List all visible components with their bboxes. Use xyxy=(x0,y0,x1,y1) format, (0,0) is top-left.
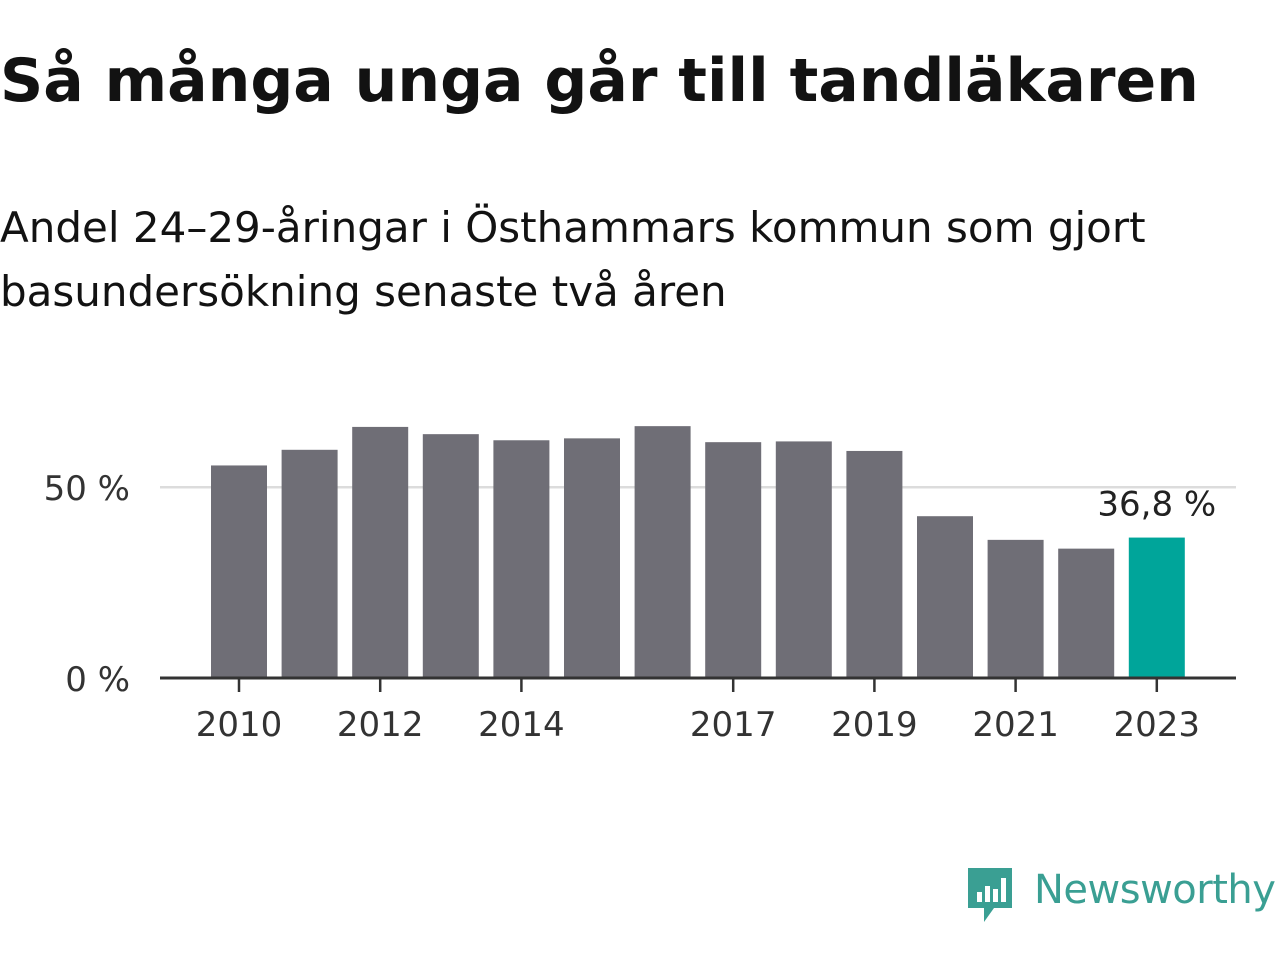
bar-2020 xyxy=(917,516,973,678)
bar-2019 xyxy=(846,450,903,678)
bar-2017 xyxy=(705,442,762,678)
bar-2023 xyxy=(1128,537,1185,678)
x-tick-label: 2010 xyxy=(196,705,283,745)
x-tick-label: 2021 xyxy=(972,705,1059,745)
chart-subtitle: Andel 24–29-åringar i Östhammars kommun … xyxy=(0,203,1146,316)
bar-2015 xyxy=(564,438,620,678)
x-tick-label: 2023 xyxy=(1114,705,1201,745)
x-tick-label: 2017 xyxy=(690,705,777,745)
data-label: 36,8 % xyxy=(1097,485,1216,525)
bar-2012 xyxy=(352,426,409,678)
bar-2021 xyxy=(987,539,1044,678)
chart-title: Så många unga går till tandläkaren xyxy=(0,46,1199,116)
x-tick-label: 2014 xyxy=(478,705,565,745)
x-tick-label: 2019 xyxy=(831,705,918,745)
newsworthy-logo: Newsworthy xyxy=(964,862,1280,932)
x-tick-label: 2012 xyxy=(337,705,424,745)
bar-2016 xyxy=(634,426,691,678)
y-tick-label: 0 % xyxy=(65,660,130,700)
newsworthy-logo-icon xyxy=(968,868,1012,922)
bar-2014 xyxy=(493,440,550,678)
bar-2011 xyxy=(281,449,338,678)
bar-2018 xyxy=(775,441,832,678)
bar-2010 xyxy=(211,465,267,678)
bar-2013 xyxy=(422,434,479,678)
y-tick-label: 50 % xyxy=(44,469,130,509)
newsworthy-logo-text: Newsworthy xyxy=(1034,867,1276,913)
bar-2022 xyxy=(1058,548,1115,678)
